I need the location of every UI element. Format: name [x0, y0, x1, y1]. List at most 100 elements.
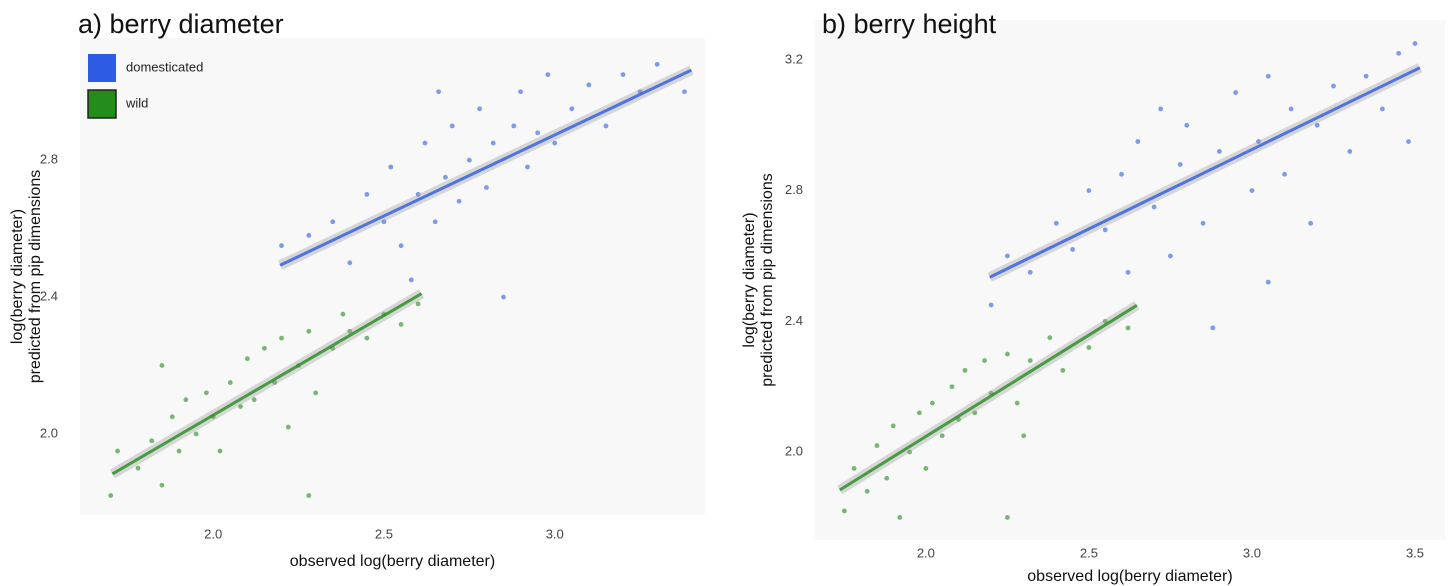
trend-line: [111, 292, 423, 476]
point: [1210, 325, 1216, 331]
point: [1412, 41, 1418, 46]
point: [841, 508, 847, 514]
plot-background: [80, 38, 705, 515]
point: [1135, 139, 1141, 144]
point: [159, 482, 165, 488]
point: [620, 72, 626, 78]
point: [306, 233, 312, 238]
point: [1027, 269, 1033, 275]
point: [1086, 188, 1092, 194]
point: [398, 243, 404, 249]
x-axis-label: observed log(berry diameter): [1027, 568, 1232, 585]
point: [1004, 351, 1010, 357]
point: [874, 443, 880, 448]
point: [159, 363, 165, 368]
trend-line: [989, 66, 1421, 279]
point: [890, 423, 896, 429]
point: [1177, 162, 1183, 167]
point: [1086, 345, 1092, 350]
point: [490, 140, 496, 146]
point: [364, 191, 370, 197]
point: [443, 174, 448, 180]
point: [929, 400, 935, 406]
point: [279, 243, 284, 249]
point: [851, 466, 857, 471]
legend-label: wild: [125, 95, 148, 110]
point: [183, 397, 189, 403]
x-axis-label: observed log(berry diameter): [290, 553, 495, 570]
point: [982, 358, 987, 363]
point: [1200, 220, 1206, 226]
point: [962, 367, 968, 373]
y-tick-label: 3.2: [785, 51, 803, 66]
point: [238, 404, 243, 409]
y-axis-label: predicted from pip dimensions: [27, 170, 44, 383]
chart-title: b) berry height: [822, 9, 997, 39]
point: [330, 219, 336, 225]
point: [436, 89, 442, 95]
legend-swatch: [87, 89, 117, 119]
point: [456, 198, 462, 204]
point: [511, 123, 517, 129]
point: [1060, 367, 1066, 373]
x-tick-label: 2.0: [917, 545, 935, 560]
y-tick-label: 2.0: [785, 444, 803, 459]
y-tick-label: 2.4: [785, 313, 803, 328]
point: [169, 414, 175, 420]
y-axis-label: log(berry diameter): [741, 212, 758, 347]
point: [1021, 433, 1027, 439]
point: [1158, 106, 1164, 112]
point: [1347, 148, 1353, 154]
point: [285, 424, 291, 430]
point: [1265, 279, 1271, 285]
y-tick-label: 2.0: [40, 425, 58, 440]
y-axis-label: predicted from pip dimensions: [759, 173, 776, 386]
point: [897, 515, 903, 520]
point: [552, 140, 558, 146]
point: [340, 311, 346, 317]
point: [907, 449, 912, 455]
point: [193, 431, 199, 437]
point: [501, 294, 506, 300]
x-tick-label: 3.0: [546, 526, 564, 541]
point: [1265, 73, 1271, 79]
point: [422, 140, 428, 146]
point: [432, 219, 438, 225]
x-tick-label: 3.0: [1243, 545, 1261, 560]
x-tick-label: 2.0: [204, 526, 222, 541]
point: [149, 438, 155, 444]
point: [603, 123, 609, 129]
point: [1233, 90, 1239, 95]
point: [347, 328, 353, 334]
point: [916, 410, 922, 416]
point: [972, 410, 978, 416]
point: [415, 301, 421, 307]
point: [313, 390, 319, 396]
point: [1102, 227, 1108, 233]
point: [1331, 83, 1336, 89]
point: [244, 356, 250, 362]
legend-label: domesticated: [126, 59, 203, 74]
point: [1168, 253, 1173, 259]
point: [449, 123, 455, 129]
point: [1308, 220, 1314, 226]
point: [864, 488, 870, 494]
point: [1314, 122, 1320, 128]
point: [1047, 335, 1053, 341]
point: [1004, 515, 1010, 520]
point: [525, 164, 530, 170]
point: [923, 466, 929, 471]
point: [545, 72, 551, 78]
point: [1125, 325, 1131, 331]
point: [217, 448, 223, 454]
point: [306, 328, 312, 334]
legend-swatch: [88, 54, 116, 82]
point: [1216, 148, 1222, 154]
point: [949, 384, 955, 390]
point: [279, 335, 284, 341]
point: [477, 106, 482, 112]
point: [251, 397, 257, 403]
point: [135, 465, 141, 471]
point: [1406, 139, 1411, 144]
